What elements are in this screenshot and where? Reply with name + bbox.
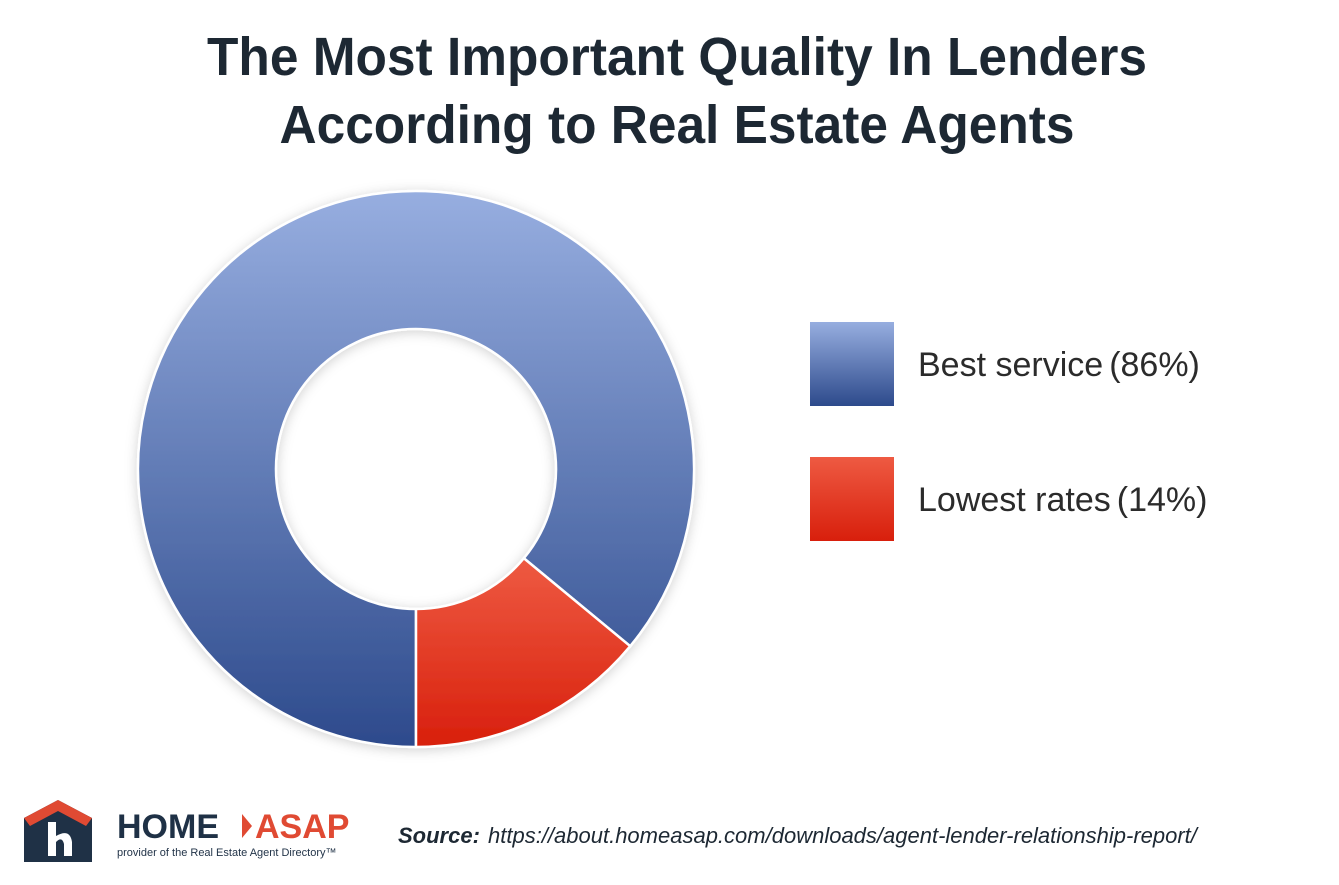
source-url: https://about.homeasap.com/downloads/age… [488,823,1199,848]
legend-swatch [810,457,894,541]
logo-h [48,822,72,856]
legend-label: Best service (86%) [918,346,1200,384]
logo-tagline: provider of the Real Estate Agent Direct… [117,847,337,859]
slice [414,556,632,749]
slice [136,189,696,749]
logo-name: HOME [117,808,219,846]
logo-brand: ASAP [255,808,349,846]
source-label: Source: [398,823,480,848]
logo-roof [24,800,92,826]
donut [136,189,696,749]
logo-arrow [242,814,252,838]
legend-category: Lowest rates [918,481,1111,519]
legend-label: Lowest rates (14%) [918,481,1207,519]
legend-category: Best service [918,346,1103,384]
legend-value: (14%) [1117,481,1208,519]
chart-title: According to Real Estate Agents [280,95,1075,155]
legend-swatch [810,322,894,406]
chart-title: The Most Important Quality In Lenders [207,27,1147,87]
logo: HOME ASAP provider of the Real Estate Ag… [24,800,349,862]
legend: Best service (86%) Lowest rates (14%) [810,322,1207,541]
legend-value: (86%) [1109,346,1200,384]
